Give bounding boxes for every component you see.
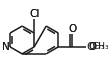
Text: Cl: Cl [29, 9, 39, 19]
Text: O: O [88, 42, 96, 52]
Text: O: O [68, 24, 76, 34]
Text: N: N [2, 42, 9, 52]
Text: O: O [86, 42, 95, 52]
Text: Cl: Cl [29, 9, 39, 19]
Text: N: N [2, 42, 9, 52]
Text: CH₃: CH₃ [88, 42, 105, 51]
Text: O: O [68, 24, 76, 34]
Text: N: N [2, 42, 9, 52]
Text: O: O [86, 42, 95, 52]
Text: Cl: Cl [29, 9, 39, 19]
Text: O: O [68, 24, 76, 34]
Text: CH₃: CH₃ [93, 42, 109, 51]
